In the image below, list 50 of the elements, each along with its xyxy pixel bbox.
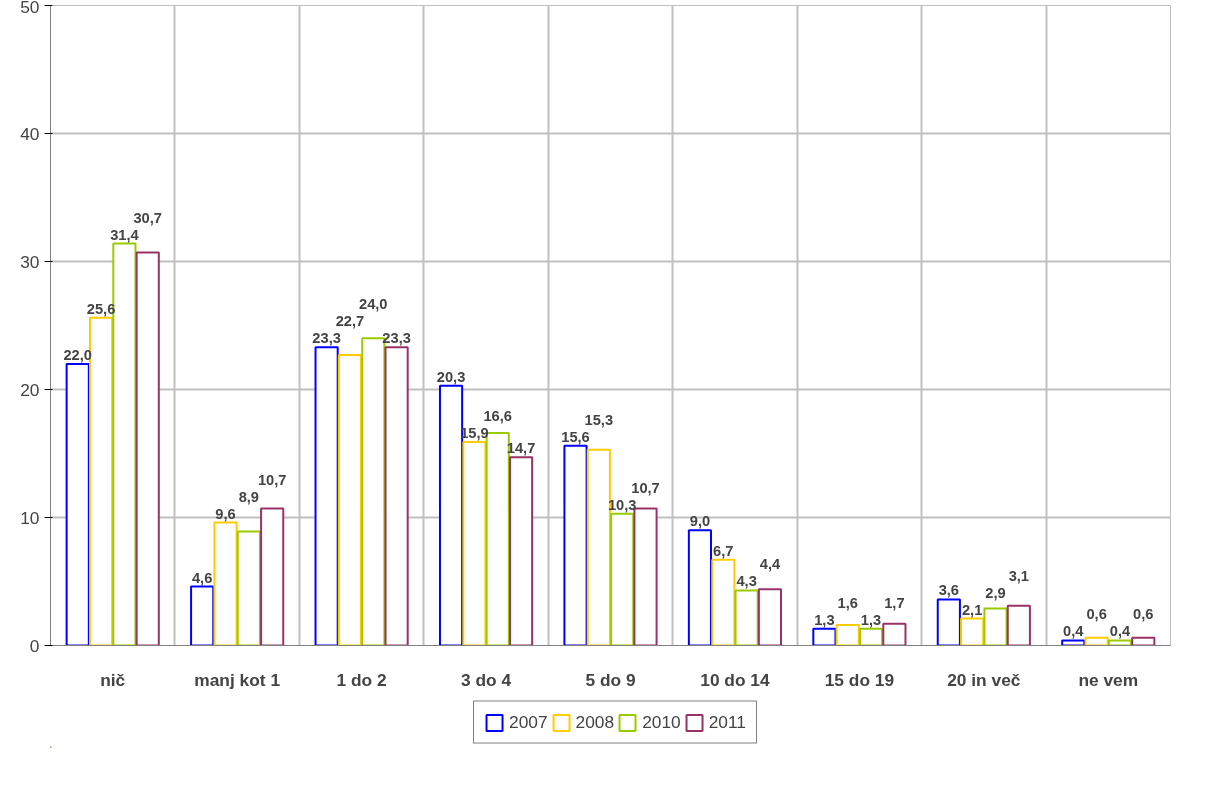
x-tick-label: ne vem [1078, 669, 1139, 690]
legend-label: 2007 [509, 711, 548, 733]
data-label: 2,9 [985, 584, 1006, 601]
x-tick-label: nič [100, 669, 126, 690]
data-label: 1,3 [814, 611, 835, 628]
data-label: 4,6 [191, 569, 213, 586]
data-label: 4,3 [736, 573, 757, 590]
data-label: 3,1 [1008, 567, 1030, 584]
data-label: 3,6 [938, 582, 960, 599]
x-tick-label: 5 do 9 [585, 669, 636, 690]
data-label: 23,3 [312, 330, 341, 347]
data-label: 24,0 [359, 296, 388, 313]
data-label: 6,7 [713, 542, 734, 559]
x-tick-label: 10 do 14 [700, 669, 770, 690]
data-label: 23,3 [382, 330, 411, 347]
data-label: 0,6 [1133, 606, 1154, 623]
data-label: 4,4 [759, 556, 781, 573]
x-tick-label: manj kot 1 [194, 669, 281, 690]
data-label: 20,3 [436, 368, 466, 385]
y-tick-label: 20 [20, 379, 40, 400]
legend-label: 2008 [575, 711, 615, 733]
data-label: 15,3 [584, 411, 614, 428]
x-tick-label: 3 do 4 [461, 669, 512, 690]
data-label: 16,6 [483, 407, 512, 424]
data-label: 15,6 [561, 428, 590, 445]
data-label: 0,4 [1109, 623, 1131, 640]
y-tick-label: 30 [20, 251, 40, 272]
y-tick-label: 50 [20, 0, 40, 17]
data-label: 8,9 [238, 488, 260, 505]
data-label: 10,7 [631, 479, 660, 496]
y-tick-label: 10 [20, 507, 40, 528]
y-tick-label: 0 [29, 635, 40, 656]
data-label: 9,6 [215, 505, 236, 522]
data-label: 22,7 [335, 313, 365, 330]
y-tick-label: 40 [20, 123, 40, 144]
legend-label: 2010 [642, 711, 681, 733]
data-label: 1,3 [860, 611, 882, 628]
data-label: 31,4 [110, 226, 140, 243]
data-label: 1,7 [884, 594, 905, 611]
data-label: 0,4 [1063, 623, 1085, 640]
data-label: 9,0 [689, 513, 711, 530]
data-label: 30,7 [133, 209, 162, 226]
data-label: 0,6 [1086, 606, 1107, 623]
x-tick-label: 15 do 19 [824, 669, 895, 690]
data-label: 2,1 [961, 601, 983, 618]
data-label: 1,6 [837, 594, 858, 611]
x-tick-label: 1 do 2 [336, 669, 387, 690]
legend-label: 2011 [708, 711, 746, 733]
x-tick-label: 20 in več [947, 669, 1021, 690]
data-label: 10,7 [257, 471, 287, 488]
